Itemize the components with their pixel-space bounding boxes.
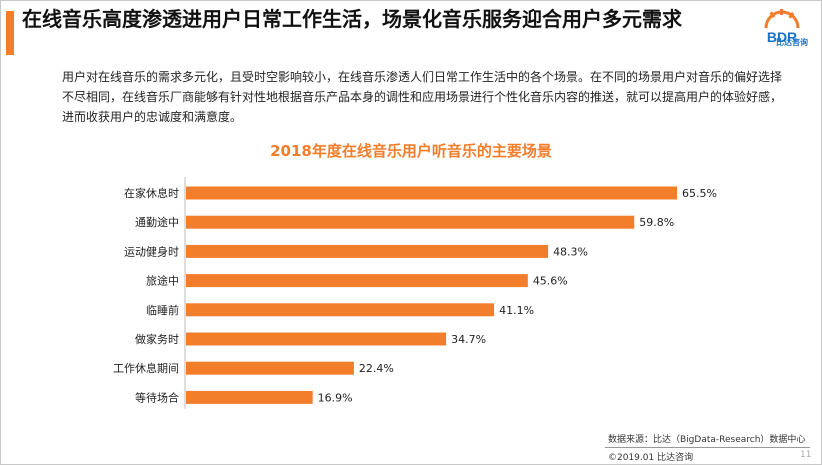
value-label: 59.8% [639, 216, 674, 229]
bar [186, 274, 528, 288]
value-label: 48.3% [553, 245, 588, 258]
category-label: 做家务时 [135, 332, 179, 346]
value-label: 34.7% [451, 333, 486, 346]
bar [186, 361, 354, 375]
value-label: 65.5% [682, 187, 717, 200]
category-label: 运动健身时 [124, 244, 179, 258]
data-source: 数据来源：比达（BigData-Research）数据中心 [608, 435, 806, 445]
bar [186, 303, 495, 317]
footer-divider [605, 447, 810, 448]
value-label: 41.1% [499, 304, 534, 317]
logo-caption: 比达咨询 [776, 38, 808, 47]
copyright: ©2019.01 比达咨询 [608, 453, 694, 463]
logo-letters: BDR [767, 29, 797, 45]
bar [186, 332, 447, 346]
bar [186, 390, 313, 404]
page-title: 在线音乐高度渗透进用户日常工作生活，场景化音乐服务迎合用户多元需求 [22, 7, 682, 31]
bar [186, 244, 549, 258]
bdr-logo-icon: BDR [764, 9, 800, 45]
bar [186, 215, 635, 229]
value-label: 16.9% [318, 391, 353, 404]
category-label: 等待场合 [135, 390, 179, 404]
category-label: 旅途中 [146, 274, 179, 288]
bar [186, 186, 677, 200]
page-number: 11 [800, 450, 812, 460]
value-label: 45.6% [533, 275, 568, 288]
category-label: 临睡前 [146, 303, 179, 317]
category-label: 在家休息时 [124, 186, 179, 200]
title-accent-bar [6, 11, 14, 55]
category-label: 工作休息期间 [113, 361, 179, 375]
intro-paragraph: 用户对在线音乐的需求多元化，且受时空影响较小，在线音乐渗透人们日常工作生活中的各… [62, 70, 783, 124]
chart-title: 2018年度在线音乐用户听音乐的主要场景 [270, 142, 552, 160]
value-label: 22.4% [359, 362, 394, 375]
category-label: 通勤途中 [135, 215, 179, 229]
